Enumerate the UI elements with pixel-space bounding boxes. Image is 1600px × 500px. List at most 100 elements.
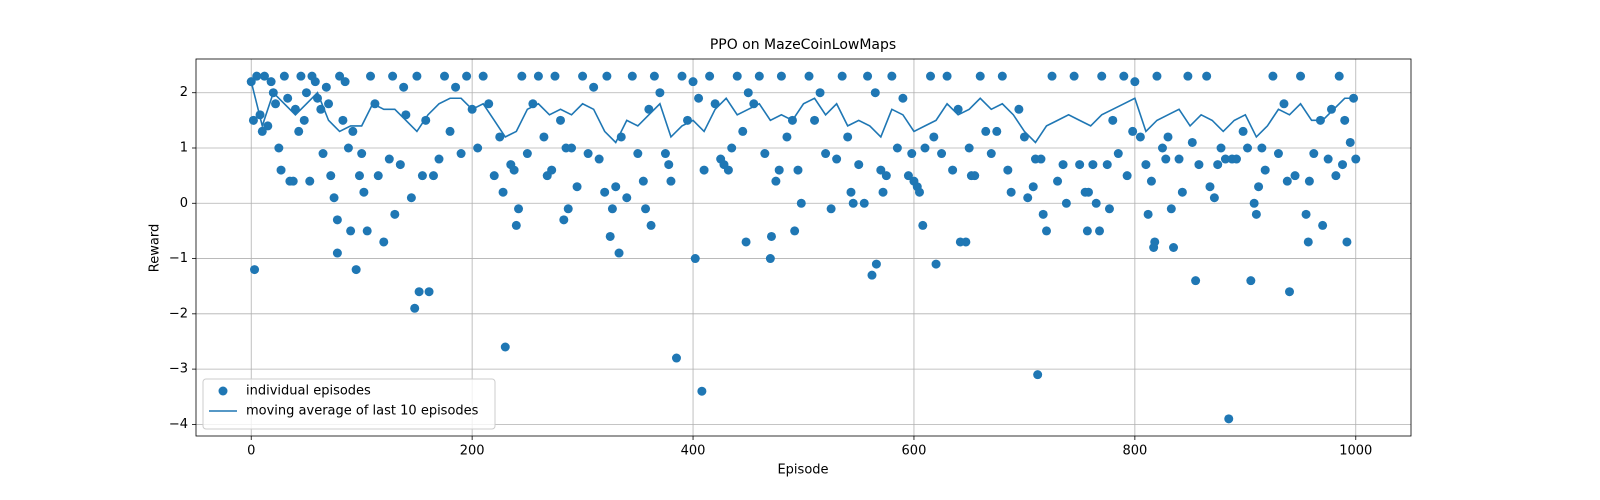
point	[997, 71, 1007, 81]
point	[288, 176, 298, 186]
point	[498, 187, 508, 197]
point	[1191, 276, 1201, 286]
point	[1285, 287, 1294, 297]
point	[1023, 193, 1033, 203]
point	[1069, 71, 1079, 81]
point	[1194, 160, 1204, 170]
point	[373, 171, 383, 181]
point	[589, 82, 599, 92]
point	[1082, 226, 1092, 236]
point	[796, 198, 806, 208]
point	[914, 187, 924, 197]
point	[1006, 187, 1016, 197]
point	[399, 82, 409, 92]
point	[424, 287, 434, 297]
point	[1143, 209, 1153, 219]
point	[1104, 204, 1114, 214]
point	[1150, 237, 1160, 247]
point	[248, 115, 258, 125]
point	[876, 165, 886, 175]
point	[1157, 143, 1167, 153]
x-tick-label: 400	[681, 444, 706, 459]
point	[992, 126, 1002, 136]
point	[517, 71, 527, 81]
point	[412, 71, 422, 81]
point	[859, 198, 869, 208]
point	[354, 171, 364, 181]
point	[641, 204, 651, 214]
point	[1128, 126, 1138, 136]
x-tick-label: 0	[247, 444, 255, 459]
point	[1042, 226, 1051, 236]
point	[301, 88, 311, 98]
x-tick-label: 200	[460, 444, 485, 459]
point	[1141, 160, 1151, 170]
point	[489, 171, 499, 181]
legend-marker	[218, 386, 228, 396]
point	[511, 220, 521, 230]
point	[1088, 160, 1098, 170]
point	[790, 226, 800, 236]
point	[766, 231, 776, 241]
point	[826, 204, 836, 214]
point	[1146, 176, 1156, 186]
point	[1209, 193, 1219, 203]
point	[445, 126, 455, 136]
point	[547, 165, 557, 175]
point	[1036, 154, 1046, 164]
x-tick-label: 1000	[1339, 444, 1372, 459]
point	[837, 71, 847, 81]
point	[986, 149, 996, 159]
point	[846, 187, 856, 197]
point	[263, 121, 273, 131]
point	[274, 143, 284, 153]
point	[1254, 182, 1264, 192]
point	[329, 193, 339, 203]
point	[627, 71, 637, 81]
point	[1163, 132, 1173, 142]
point	[732, 71, 742, 81]
legend-label: individual episodes	[246, 384, 371, 399]
point	[567, 143, 577, 153]
point	[594, 154, 604, 164]
point	[533, 71, 543, 81]
point	[1177, 187, 1187, 197]
point	[473, 143, 483, 153]
point	[550, 71, 560, 81]
point	[867, 270, 877, 280]
point	[741, 237, 751, 247]
point	[1273, 149, 1283, 159]
point	[937, 149, 947, 159]
point	[774, 165, 784, 175]
point	[1183, 71, 1193, 81]
point	[727, 143, 737, 153]
point	[1282, 176, 1292, 186]
point	[318, 149, 328, 159]
point	[252, 71, 262, 81]
point	[660, 149, 670, 159]
point	[259, 71, 269, 81]
point	[1260, 165, 1270, 175]
point	[346, 226, 356, 236]
point	[462, 71, 472, 81]
point	[1202, 71, 1212, 81]
point	[815, 88, 825, 98]
point	[283, 93, 293, 103]
y-axis-label: Reward	[148, 224, 163, 272]
point	[804, 71, 814, 81]
y-tick-label: 0	[180, 196, 188, 211]
point	[1003, 165, 1013, 175]
point	[343, 143, 353, 153]
point	[276, 165, 286, 175]
point	[250, 265, 260, 275]
point	[279, 71, 289, 81]
point	[738, 126, 748, 136]
point	[1251, 209, 1261, 219]
point	[918, 220, 928, 230]
point	[948, 165, 958, 175]
point	[920, 143, 930, 153]
y-tick-label: −4	[169, 417, 188, 432]
point	[1166, 204, 1176, 214]
point	[1220, 154, 1230, 164]
point	[326, 171, 336, 181]
